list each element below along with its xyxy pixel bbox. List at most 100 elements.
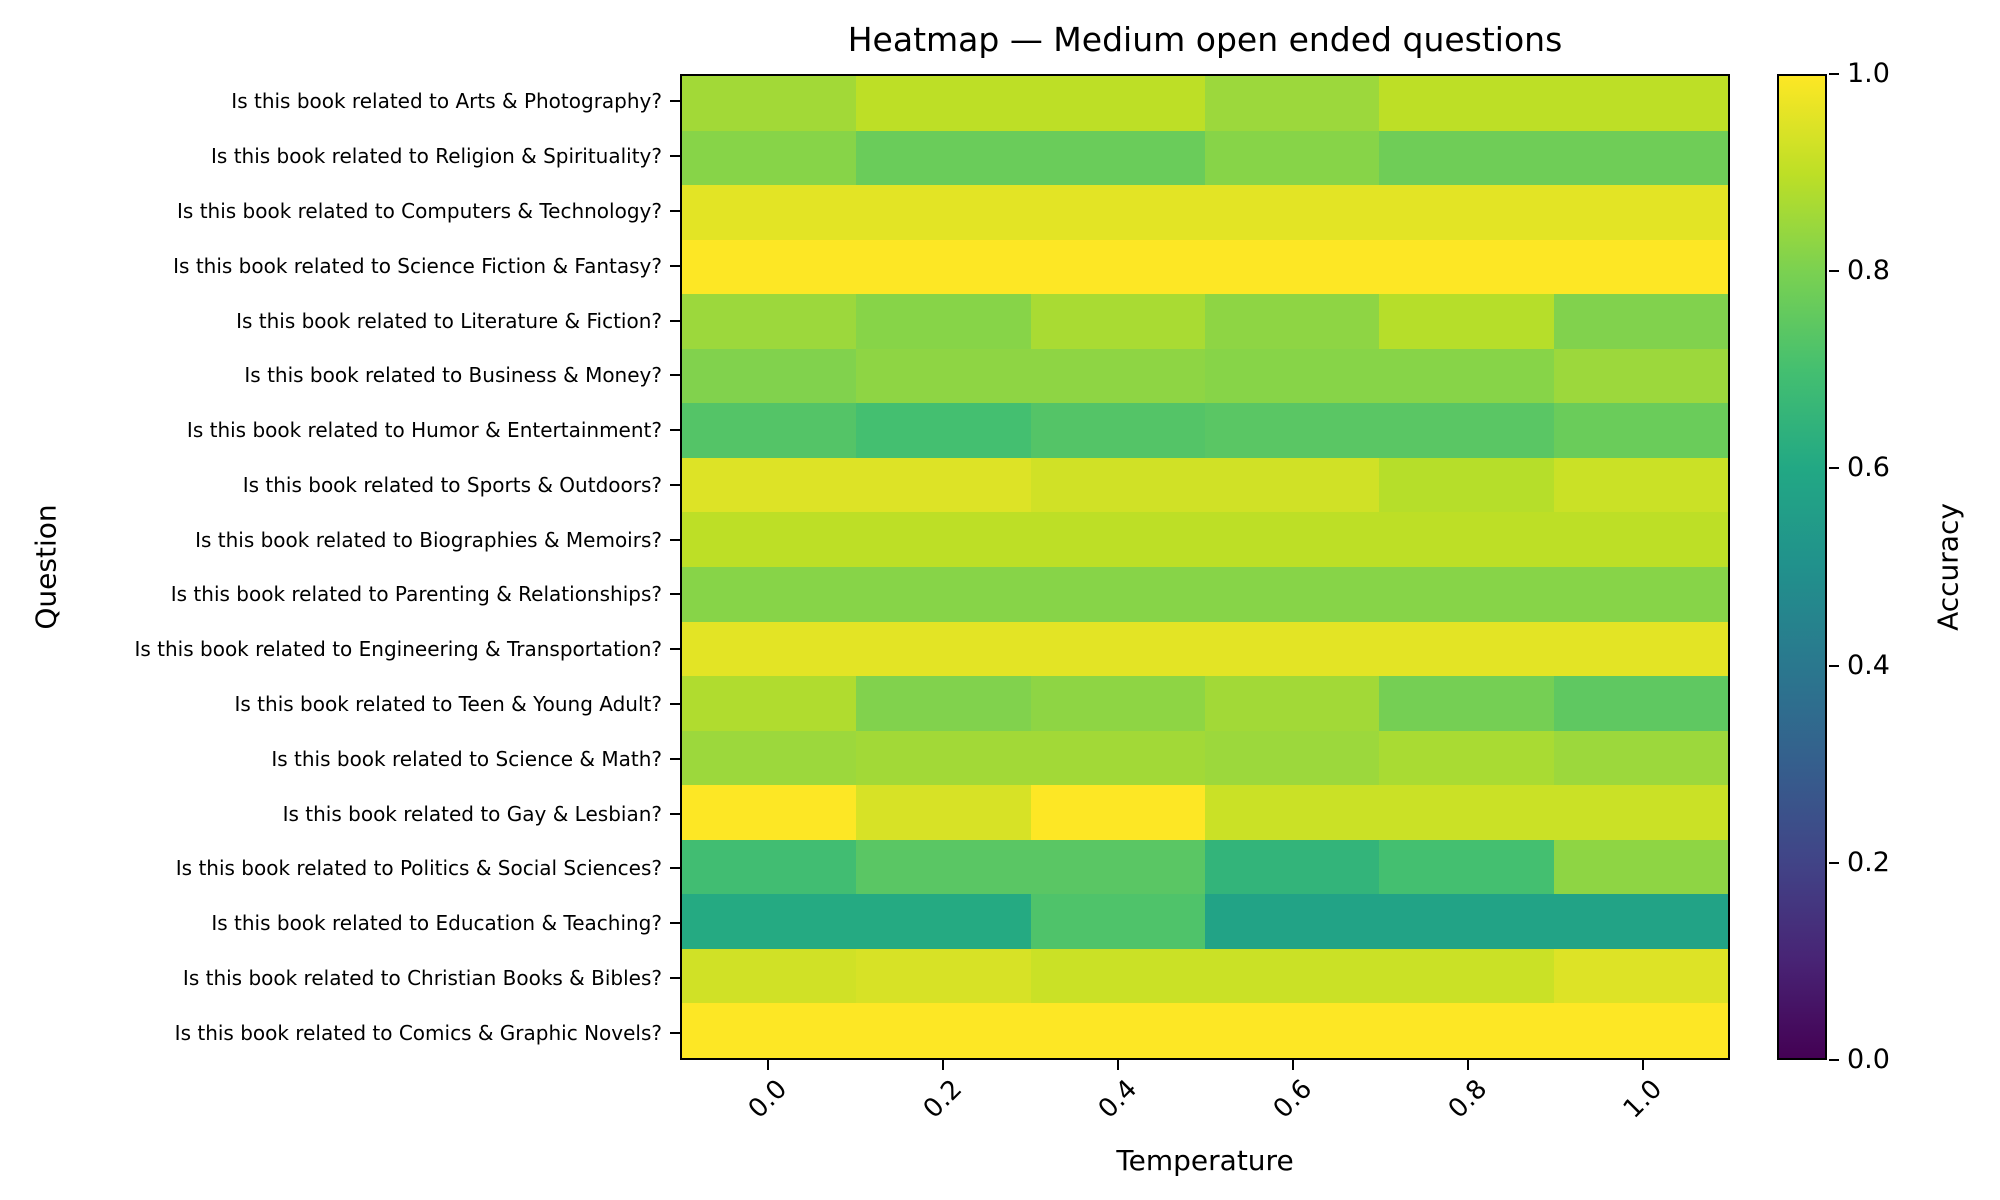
y-tick-mark [670, 100, 680, 103]
colorbar-tick-mark [1829, 664, 1839, 667]
y-tick-mark [670, 319, 680, 322]
heatmap-cell-r5-c4 [1379, 348, 1554, 404]
heatmap-cell-r3-c2 [1030, 239, 1205, 295]
y-tick-label: Is this book related to Christian Books … [182, 965, 662, 990]
heatmap-cell-r5-c0 [682, 348, 857, 404]
heatmap-cell-r11-c5 [1553, 676, 1728, 731]
heatmap-cell-r11-c2 [1030, 676, 1205, 731]
heatmap-cell-r3-c3 [1204, 239, 1380, 295]
heatmap-cell-r17-c4 [1379, 1003, 1554, 1058]
heatmap-cell-r0-c4 [1379, 76, 1554, 131]
heatmap-cell-r12-c5 [1553, 730, 1728, 786]
colorbar-tick-label: 0.2 [1847, 846, 1890, 878]
x-tick-label: 0.2 [917, 1074, 968, 1125]
heatmap-cell-r6-c0 [682, 403, 857, 458]
heatmap-cell-r9-c5 [1553, 567, 1728, 622]
heatmap-cell-r4-c3 [1204, 294, 1380, 349]
heatmap-cell-r0-c3 [1204, 76, 1380, 131]
heatmap-cell-r14-c0 [682, 839, 857, 895]
colorbar [1777, 74, 1827, 1060]
x-tick-mark [1291, 1060, 1294, 1070]
heatmap-cell-r8-c0 [682, 512, 857, 567]
colorbar-axis-label: Accuracy [1931, 503, 1965, 631]
heatmap-cell-r6-c2 [1030, 403, 1205, 458]
heatmap-cell-r14-c1 [856, 839, 1031, 895]
heatmap-cell-r11-c4 [1379, 676, 1554, 731]
heatmap-cell-r11-c1 [856, 676, 1031, 731]
heatmap-cell-r12-c1 [856, 730, 1031, 786]
heatmap-cell-r2-c1 [856, 185, 1031, 240]
y-tick-mark [670, 812, 680, 815]
heatmap-cell-r5-c2 [1030, 348, 1205, 404]
heatmap-cell-r17-c2 [1030, 1003, 1205, 1058]
heatmap-cell-r1-c0 [682, 130, 857, 186]
y-tick-mark [670, 155, 680, 158]
y-tick-mark [670, 976, 680, 979]
heatmap-cell-r8-c5 [1553, 512, 1728, 567]
heatmap-cell-r7-c5 [1553, 457, 1728, 513]
y-tick-mark [670, 429, 680, 432]
y-tick-mark [670, 374, 680, 377]
x-tick-label: 0.0 [742, 1074, 793, 1125]
heatmap-cell-r0-c1 [856, 76, 1031, 131]
heatmap-cell-r4-c4 [1379, 294, 1554, 349]
heatmap-cell-r3-c4 [1379, 239, 1554, 295]
y-tick-label: Is this book related to Politics & Socia… [175, 856, 662, 881]
heatmap-cell-r12-c4 [1379, 730, 1554, 786]
x-tick-label: 1.0 [1617, 1074, 1668, 1125]
y-tick-label: Is this book related to Comics & Graphic… [174, 1020, 662, 1045]
y-tick-mark [670, 483, 680, 486]
heatmap-cell-r0-c5 [1553, 76, 1728, 131]
y-tick-label: Is this book related to Science Fiction … [173, 253, 662, 278]
heatmap-cell-r16-c5 [1553, 948, 1728, 1004]
heatmap-cell-r16-c0 [682, 948, 857, 1004]
heatmap-cell-r7-c2 [1030, 457, 1205, 513]
heatmap-cell-r6-c5 [1553, 403, 1728, 458]
y-tick-label: Is this book related to Engineering & Tr… [134, 637, 662, 662]
heatmap-cell-r17-c1 [856, 1003, 1031, 1058]
heatmap-cell-r15-c0 [682, 894, 857, 949]
heatmap-cell-r9-c0 [682, 567, 857, 622]
y-tick-mark [670, 593, 680, 596]
colorbar-tick-label: 0.0 [1847, 1044, 1890, 1075]
heatmap-cell-r12-c2 [1030, 730, 1205, 786]
heatmap-cell-r3-c0 [682, 239, 857, 295]
heatmap-cell-r4-c2 [1030, 294, 1205, 349]
heatmap-cell-r3-c5 [1553, 239, 1728, 295]
y-tick-mark [670, 702, 680, 705]
x-tick-mark [1641, 1060, 1644, 1070]
heatmap-cell-r10-c0 [682, 621, 857, 677]
heatmap-cell-r14-c5 [1553, 839, 1728, 895]
heatmap-cell-r1-c1 [856, 130, 1031, 186]
y-tick-label: Is this book related to Religion & Spiri… [211, 144, 662, 169]
x-axis-label: Temperature [1116, 1144, 1294, 1177]
y-tick-mark [670, 867, 680, 870]
heatmap-cell-r0-c0 [682, 76, 857, 131]
heatmap-cell-r6-c1 [856, 403, 1031, 458]
x-tick-mark [1116, 1060, 1119, 1070]
heatmap-cell-r14-c4 [1379, 839, 1554, 895]
heatmap-cell-r17-c0 [682, 1003, 857, 1058]
heatmap-cell-r1-c3 [1204, 130, 1380, 186]
heatmap-cell-r7-c0 [682, 457, 857, 513]
heatmap-cell-r11-c0 [682, 676, 857, 731]
heatmap-cell-r15-c4 [1379, 894, 1554, 949]
heatmap-cell-r4-c0 [682, 294, 857, 349]
heatmap-cell-r16-c1 [856, 948, 1031, 1004]
heatmap-cell-r2-c3 [1204, 185, 1380, 240]
heatmap-cell-r16-c2 [1030, 948, 1205, 1004]
heatmap-cell-r3-c1 [856, 239, 1031, 295]
heatmap-cell-r2-c4 [1379, 185, 1554, 240]
x-tick-label: 0.8 [1442, 1074, 1493, 1125]
heatmap-cell-r2-c0 [682, 185, 857, 240]
colorbar-tick-label: 0.4 [1847, 649, 1890, 681]
heatmap-cell-r16-c3 [1204, 948, 1380, 1004]
y-tick-label: Is this book related to Literature & Fic… [236, 308, 662, 333]
heatmap-cell-r7-c3 [1204, 457, 1380, 513]
heatmap-cell-r4-c1 [856, 294, 1031, 349]
heatmap-cell-r13-c3 [1204, 785, 1380, 840]
y-tick-mark [670, 1031, 680, 1034]
x-tick-mark [766, 1060, 769, 1070]
colorbar-tick-mark [1829, 861, 1839, 864]
heatmap-cell-r10-c1 [856, 621, 1031, 677]
